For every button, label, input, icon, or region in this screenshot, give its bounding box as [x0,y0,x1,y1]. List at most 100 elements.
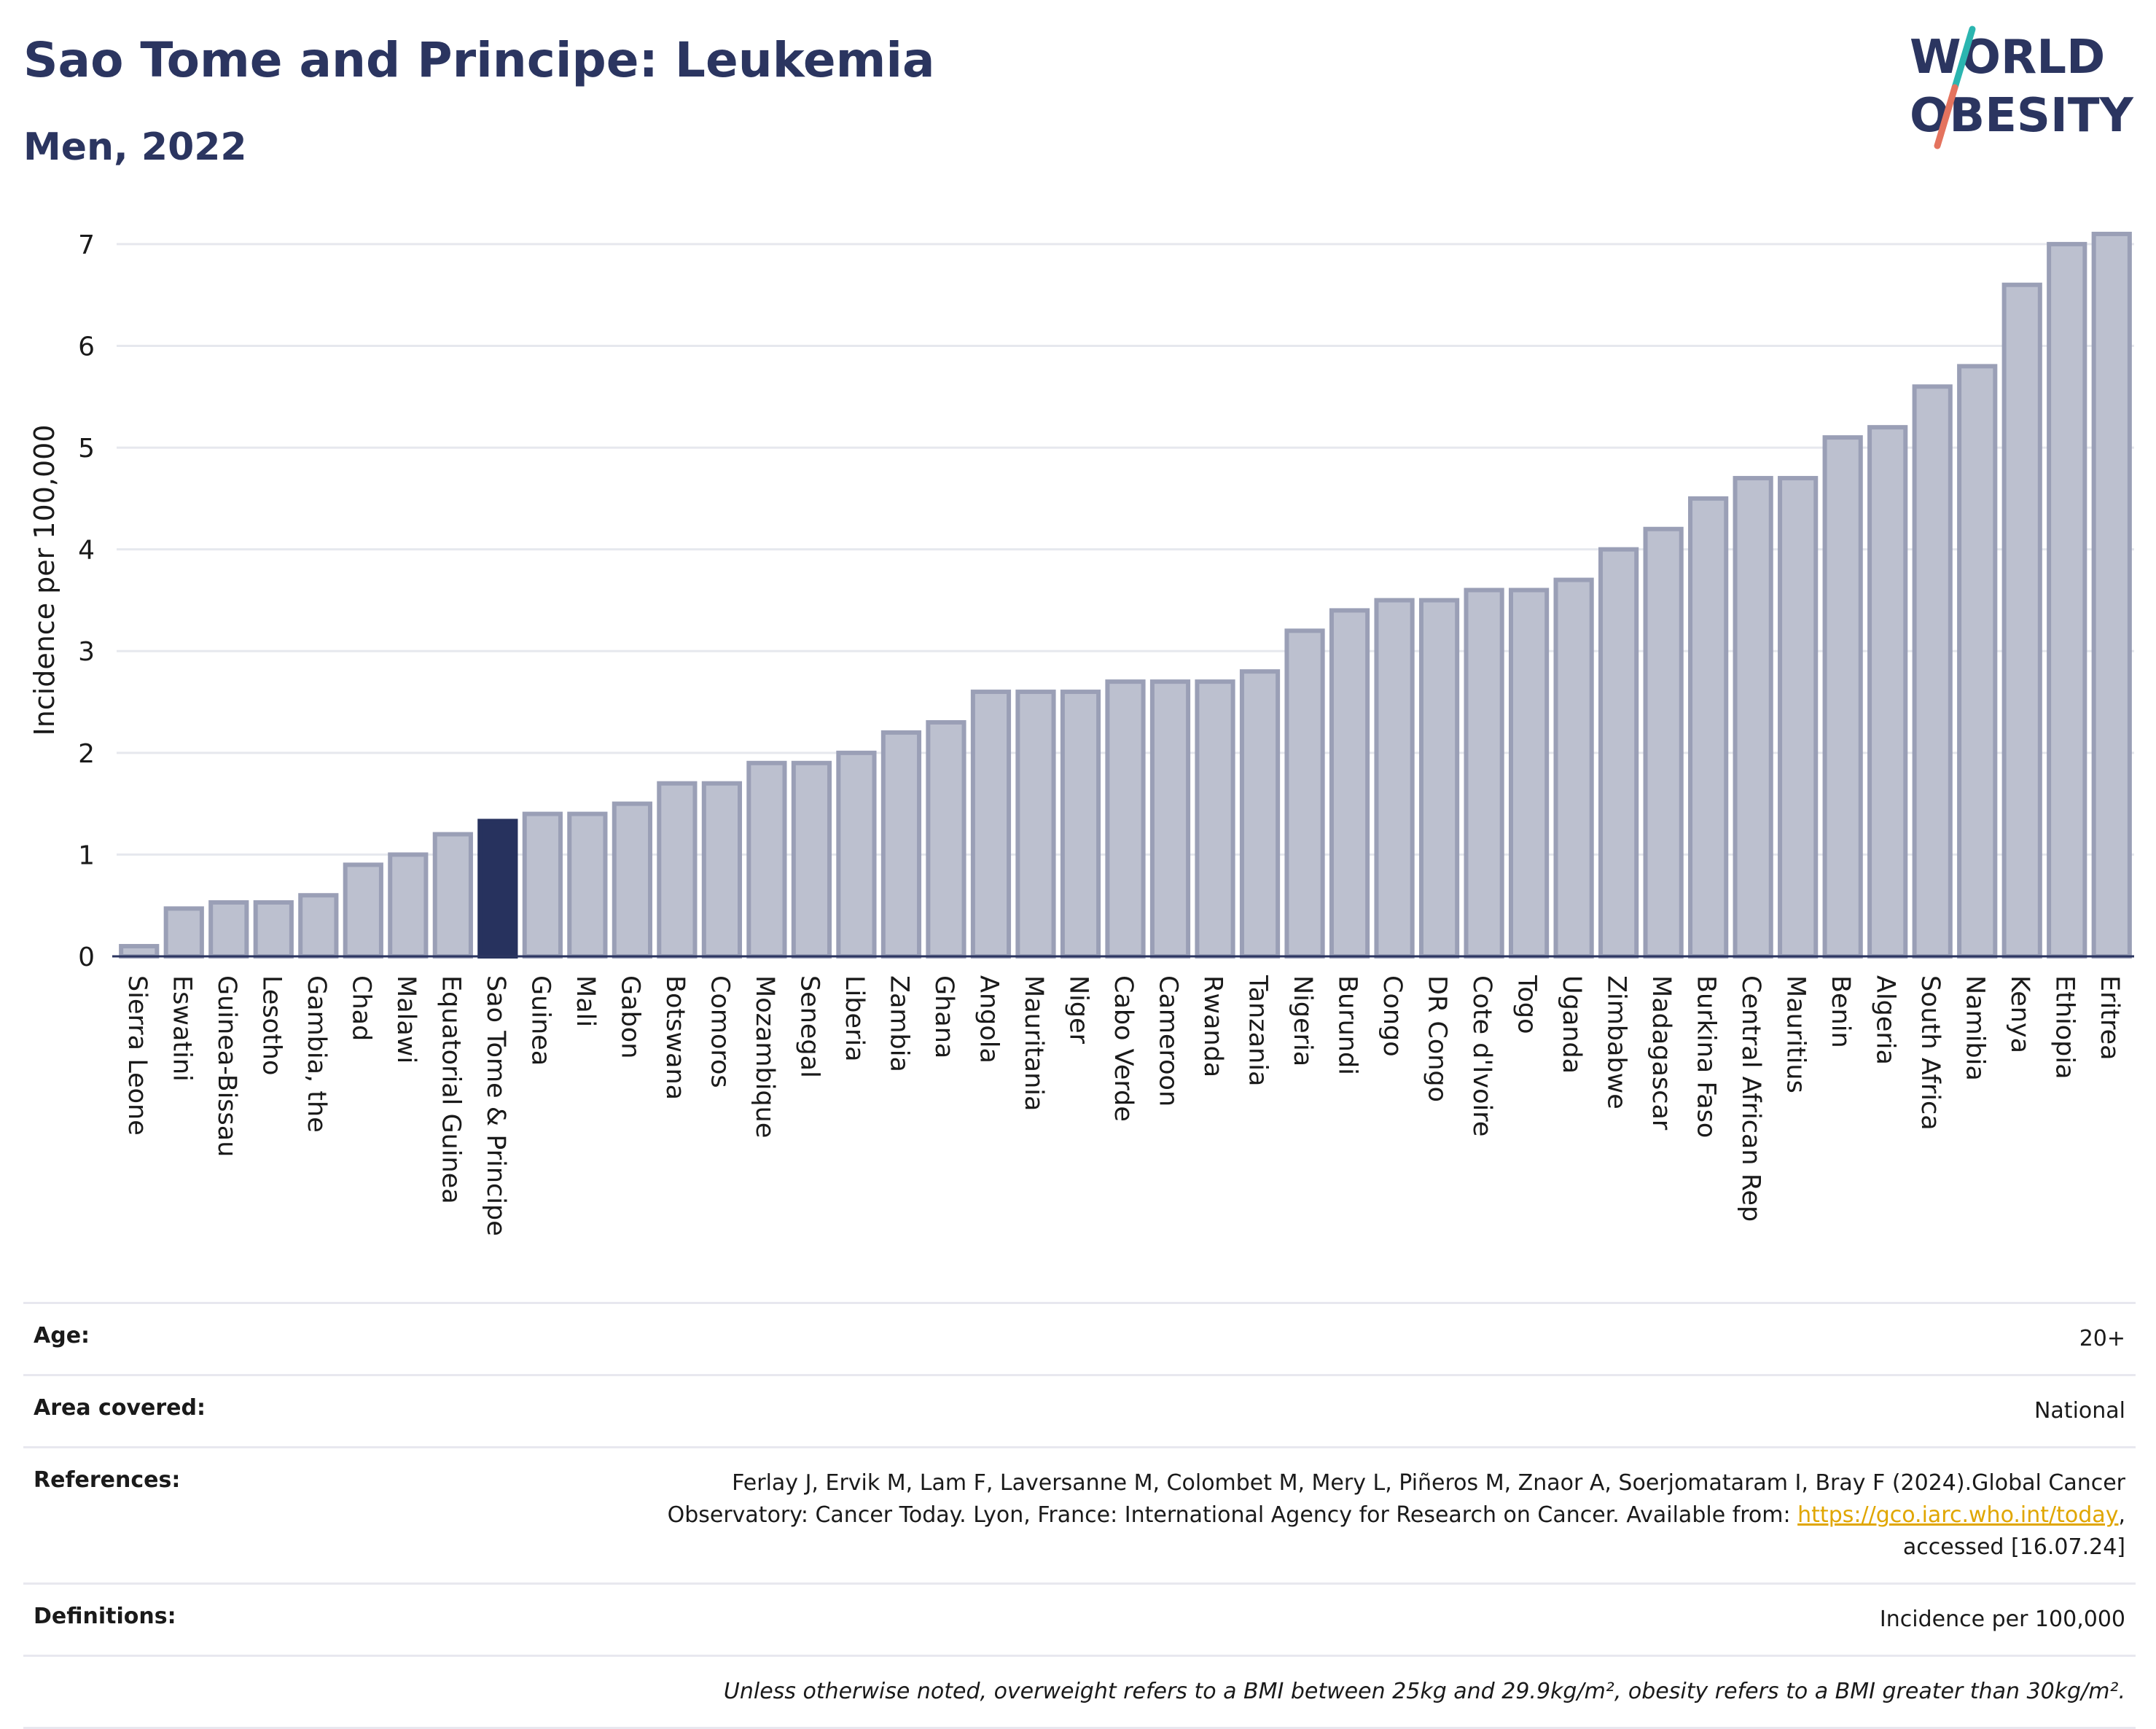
bar [970,690,1012,959]
x-tick-label: Cote d'Ivoire [1467,975,1496,1136]
x-tick-label: Gambia, the [302,975,331,1133]
bar [119,944,160,959]
x-tick-label: Rwanda [1198,975,1227,1077]
bar [253,900,294,959]
bar [701,781,743,959]
references-label: References: [34,1467,181,1493]
x-tick-label: Namibia [1961,975,1990,1081]
bar [1912,384,1953,959]
references-line2: Observatory: Cancer Today. Lyon, France:… [667,1502,1791,1528]
x-tick-label: Zimbabwe [1602,975,1631,1109]
x-tick-label: Cabo Verde [1109,975,1138,1122]
x-tick-label: Congo [1378,975,1407,1057]
bar [163,906,204,959]
x-tick-label: Mozambique [750,975,779,1138]
y-tick-label: 6 [78,332,95,362]
x-tick-label: Lesotho [257,975,286,1075]
bar-chart: 0 1 2 3 4 5 6 7 Sierra Leone Eswatini Guinea-Biss… [28,230,2134,1236]
logo-slash-coral [1934,84,1958,149]
bar [1598,547,1639,959]
y-tick-label: 2 [78,739,95,769]
bar [1149,679,1191,959]
bar [1464,588,1504,959]
x-tick-label: Cameroon [1154,975,1183,1107]
bar [746,760,787,959]
bar [477,819,518,959]
definitions-label: Definitions: [34,1604,176,1629]
x-tick-label: Mauritania [1019,975,1048,1111]
y-tick-labels: 0 1 2 3 4 5 6 7 [78,230,95,972]
bar [432,832,473,959]
area-value: National [2034,1398,2125,1424]
x-tick-label: Benin [1826,975,1855,1048]
x-tick-label: Eritrea [2095,975,2124,1061]
references-link[interactable]: https://gco.iarc.who.int/today [1797,1502,2119,1528]
x-tick-label: Zambia [884,975,913,1072]
page-subtitle: Men, 2022 [23,125,247,169]
x-tick-label: Gabon [615,975,644,1058]
x-tick-label: Mali [571,975,600,1027]
x-tick-label: Equatorial Guinea [436,975,465,1204]
x-tick-label: Burundi [1333,975,1362,1075]
x-tick-label: Mauritius [1781,975,1811,1093]
bar [298,893,339,959]
y-axis-label: Incidence per 100,000 [28,424,60,735]
bmi-note: Unless otherwise noted, overweight refer… [723,1679,2125,1704]
x-tick-label: Senegal [794,975,824,1078]
bar [1778,475,1819,959]
bar [1284,628,1325,959]
bar [2091,231,2132,959]
bar [657,781,698,959]
x-tick-label: Kenya [2005,975,2034,1053]
meta-row-definitions: Definitions: Incidence per 100,000 [23,1582,2136,1655]
meta-row-note: Unless otherwise noted, overweight refer… [23,1655,2136,1729]
meta-row-age: Age: 20+ [23,1302,2136,1374]
bar [791,760,832,959]
x-tick-label: Comoros [705,975,734,1088]
bars [119,231,2132,959]
world-obesity-logo: WORLD OBESITY [1910,26,2133,149]
bar [1015,690,1056,959]
x-tick-label: Sao Tome & Principe [481,975,510,1236]
logo-slash-teal [1951,26,1976,91]
page-title: Sao Tome and Principe: Leukemia [23,32,935,88]
references-value: Ferlay J, Ervik M, Lam F, Laversanne M, … [667,1470,2125,1560]
x-tick-labels: Sierra Leone Eswatini Guinea-Bissau Lesotho… [122,975,2124,1236]
bar [343,862,383,959]
x-tick-label: Guinea-Bissau [212,975,241,1157]
x-tick-label: Liberia [840,975,869,1062]
bar [880,730,922,959]
y-tick-label: 4 [78,536,95,566]
x-tick-label: Togo [1512,975,1542,1034]
references-line1: Ferlay J, Ervik M, Lam F, Laversanne M, … [732,1470,2125,1496]
x-tick-label: Algeria [1871,975,1900,1065]
x-tick-label: Botswana [660,975,690,1100]
bar [522,811,563,959]
x-tick-label: Uganda [1557,975,1586,1074]
y-tick-label: 3 [78,637,95,667]
definitions-value: Incidence per 100,000 [1879,1607,2125,1632]
metadata-table: Age: 20+ Area covered: National Referenc… [23,1302,2136,1729]
bar [1239,669,1281,959]
bar [2001,282,2042,959]
area-label: Area covered: [34,1395,206,1421]
x-tick-label: Malawi [391,975,421,1063]
bar [1105,679,1146,959]
bar [2047,241,2087,959]
bar [1418,598,1460,959]
bar [1553,577,1594,959]
age-value: 20+ [2079,1326,2125,1351]
bar [926,719,966,959]
age-label: Age: [34,1323,90,1349]
x-tick-label: Guinea [526,975,555,1066]
x-tick-label: Tanzania [1243,975,1273,1086]
x-tick-label: Madagascar [1647,975,1676,1131]
x-tick-label: Angola [974,975,1003,1063]
y-tick-label: 0 [78,942,95,972]
meta-row-area: Area covered: National [23,1374,2136,1446]
bar [1060,690,1101,959]
x-tick-label: Burkina Faso [1692,975,1721,1138]
bar [1957,364,1998,959]
bar [836,750,877,959]
bar [1733,475,1773,959]
